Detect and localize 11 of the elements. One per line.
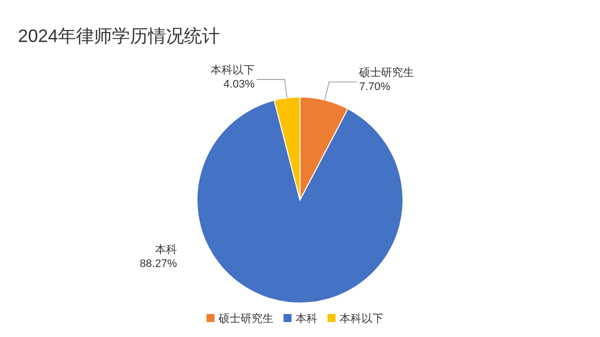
pie-slice — [196, 100, 404, 304]
chart-title: 2024年律师学历情况统计 — [18, 26, 220, 46]
legend-label: 本科 — [296, 312, 318, 325]
slice-label: 硕士研究生 — [358, 66, 414, 79]
slice-label: 本科以下 — [210, 63, 255, 76]
data-label: 7.70% — [359, 81, 391, 93]
slice-label: 本科 — [155, 243, 177, 256]
data-label: 88.27% — [140, 258, 178, 270]
legend-label: 硕士研究生 — [218, 312, 274, 325]
data-label: 4.03% — [223, 78, 255, 90]
legend-label: 本科以下 — [340, 312, 384, 325]
